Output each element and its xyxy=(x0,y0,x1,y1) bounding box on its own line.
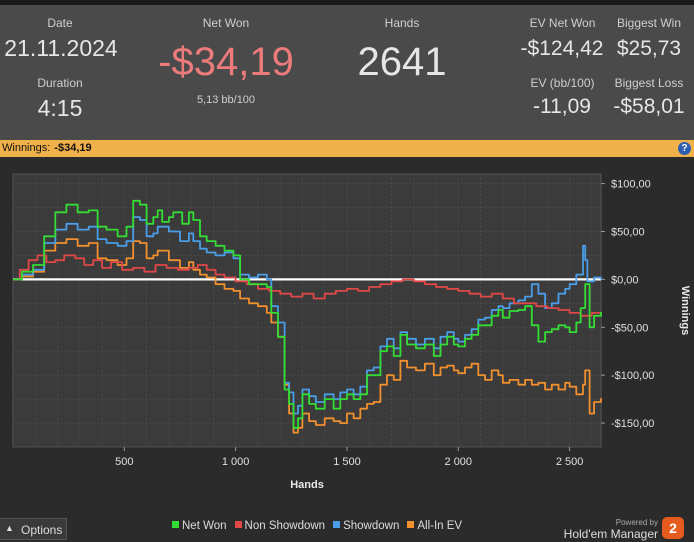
y-tick-label: $100,00 xyxy=(611,179,651,191)
biggest-win-label: Biggest Win xyxy=(616,16,682,30)
chart-legend: Net Won Non Showdown Showdown All-In EV xyxy=(172,520,470,536)
caret-up-icon: ▲ xyxy=(5,523,14,533)
ev-bb-label: EV (bb/100) xyxy=(530,76,595,90)
options-label: Options xyxy=(21,523,63,537)
winnings-label: Winnings: xyxy=(2,142,51,154)
legend-label: Net Won xyxy=(182,520,227,532)
x-tick-label: 2 000 xyxy=(445,456,473,468)
top-strip xyxy=(0,0,694,5)
biggest-loss-value: -$58,01 xyxy=(613,95,685,118)
biggest-loss-label: Biggest Loss xyxy=(614,76,684,90)
winnings-chart: 500 1 000 1 500 2 000 2 500 $100,00 $50,00 $0,0… xyxy=(0,157,694,515)
legend-swatch-icon xyxy=(234,521,242,529)
winnings-bar: Winnings: -$34,19 ? xyxy=(0,140,694,157)
session-stats-panel: Date 21.11.2024 Duration 4:15 Net Won -$… xyxy=(0,5,694,140)
legend-label: Non Showdown xyxy=(244,520,326,532)
y-tick-label: $50,00 xyxy=(611,226,645,238)
net-won-bb-per-100: 5,13 bb/100 xyxy=(196,94,256,106)
powered-by-text: Powered by xyxy=(615,518,658,527)
legend-item[interactable]: Showdown xyxy=(333,520,399,532)
biggest-win-value: $25,73 xyxy=(616,37,682,60)
x-axis-title: Hands xyxy=(290,479,324,491)
legend-item[interactable]: Net Won xyxy=(172,520,227,532)
x-tick-label: 2 500 xyxy=(556,456,584,468)
series-line-non-showdown xyxy=(13,254,602,317)
series-line-all-in-ev xyxy=(13,238,602,434)
legend-item[interactable]: All-In EV xyxy=(407,520,462,532)
hm2-logo-icon: 2 xyxy=(662,517,684,539)
ev-net-won-value: -$124,42 xyxy=(520,37,604,60)
ev-net-won-label: EV Net Won xyxy=(529,16,596,30)
legend-item[interactable]: Non Showdown xyxy=(234,520,326,532)
y-axis-title: Winnings xyxy=(679,286,691,335)
x-tick-label: 1 500 xyxy=(333,456,361,468)
x-tick-label: 500 xyxy=(115,456,133,468)
y-tick-label: -$150,00 xyxy=(611,418,654,430)
branding: Powered by Hold'em Manager xyxy=(564,518,658,541)
legend-swatch-icon xyxy=(172,521,179,529)
y-tick-label: -$100,00 xyxy=(611,370,654,382)
ev-bb-value: -11,09 xyxy=(533,95,591,118)
hands-label: Hands xyxy=(384,16,420,30)
y-tick-label: $0,00 xyxy=(611,274,639,286)
net-won-label: Net Won xyxy=(202,16,250,30)
x-tick-label: 1 000 xyxy=(222,456,250,468)
legend-swatch-icon xyxy=(333,521,341,529)
net-won-value: -$34,19 xyxy=(158,40,294,84)
legend-label: Showdown xyxy=(343,520,400,532)
winnings-chart-svg: 500 1 000 1 500 2 000 2 500 $100,00 $50,00 $0,0… xyxy=(12,173,691,491)
help-icon[interactable]: ? xyxy=(678,142,691,155)
winnings-summary: Winnings: -$34,19 xyxy=(2,142,92,154)
date-value: 21.11.2024 xyxy=(4,35,118,61)
duration-label: Duration xyxy=(37,76,83,90)
y-tick-label: -$50,00 xyxy=(611,322,648,334)
legend-label: All-In EV xyxy=(417,520,463,532)
brand-name: Hold'em Manager xyxy=(563,527,658,541)
bottom-bar: ▲ Options Net Won Non Showdown Showdown All… xyxy=(0,515,694,542)
series-line-net-won xyxy=(13,199,602,429)
date-label: Date xyxy=(47,16,73,30)
duration-value: 4:15 xyxy=(37,95,83,121)
hands-value: 2641 xyxy=(357,40,447,84)
options-button[interactable]: ▲ Options xyxy=(0,518,67,540)
legend-swatch-icon xyxy=(407,521,415,529)
winnings-value: -$34,19 xyxy=(54,142,92,154)
